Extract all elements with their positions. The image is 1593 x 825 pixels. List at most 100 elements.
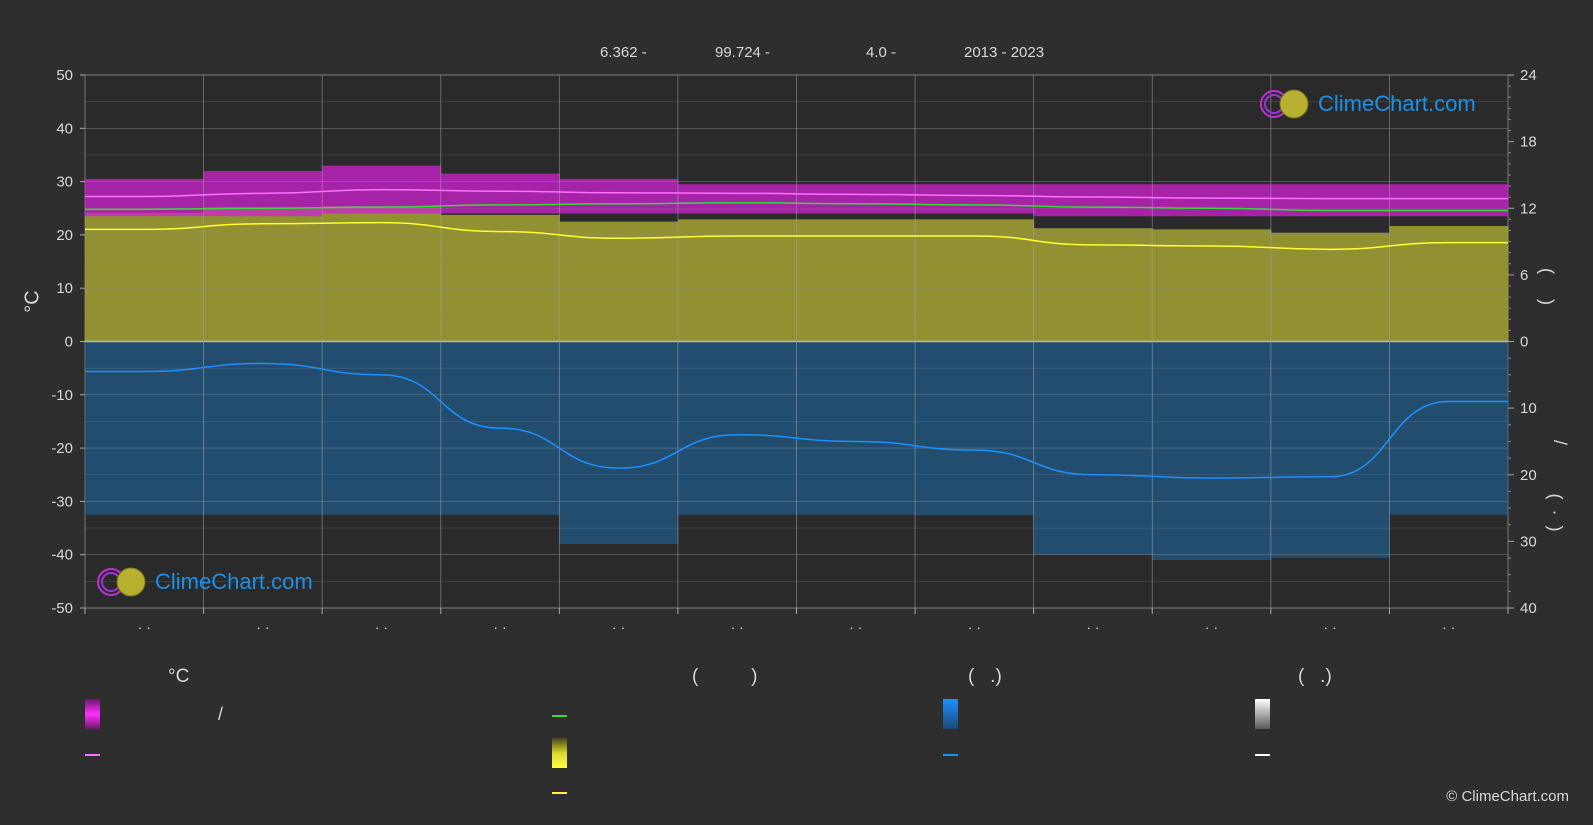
rain-bar [915,341,1035,516]
sunshine-bar [1270,232,1390,342]
sunshine-bar [1033,228,1153,342]
series-lines [85,188,1508,479]
legend-daylight-line [552,715,567,717]
legend-rain-swatch [943,699,958,729]
legend-snow-line [1255,754,1270,756]
right-tick-label: 24 [1520,67,1537,84]
copyright: © ClimeChart.com [1446,788,1569,805]
elevation-label: 4.0 - [866,44,897,61]
right-tick-label: 30 [1520,533,1537,550]
legend-rain-heading: ( .) [968,666,1002,687]
right-tick-label: 12 [1520,200,1537,217]
right-tick-label: 18 [1520,134,1537,151]
legend-temp-slash: / [218,704,224,724]
sunshine-bar [203,207,323,342]
month-label: · · [849,619,862,635]
latitude-label: 6.362 - [600,44,647,61]
right-tick-label: 40 [1520,600,1537,617]
left-tick-label: -40 [51,547,73,564]
temp-range-bar [440,173,560,214]
temp-range-bar [1389,184,1509,217]
left-tick-label: -10 [51,387,73,404]
rain-bar [796,341,916,515]
logo-text: ClimeChart.com [1318,91,1476,116]
years-label: 2013 - 2023 [964,44,1045,61]
temp-range-bar [796,184,916,214]
legend-sunshine-line [552,792,567,794]
temp-range-bar [1152,184,1272,217]
sunshine-bar [796,219,916,342]
right-axis-title-upper: ( ) [1537,268,1557,305]
right-tick-label: 20 [1520,467,1537,484]
month-label: · · [256,619,269,635]
rain-bar [559,341,679,545]
temp-range-bar [85,178,205,217]
sunshine-bar [915,219,1035,342]
month-label: · · [138,619,151,635]
daylight-line [85,201,1508,212]
sunshine-bar [440,214,560,342]
month-label: · · [968,619,981,635]
rain-bar [85,341,205,515]
grid-lines [85,74,1508,609]
legend-temp-mean-line [85,754,100,756]
legend-sun-heading: ( ) [692,666,758,687]
temp-range-bar [559,178,679,214]
left-tick-label: 40 [56,120,73,137]
temp-range-bar [915,184,1035,214]
left-tick-label: 0 [65,334,73,351]
legend-temp-heading: °C [168,666,190,687]
climechart-logo-icon [1260,89,1309,119]
left-tick-label: 20 [56,227,73,244]
temp-range-bar [1270,184,1390,217]
sunshine-bar [1152,229,1272,342]
rain-bar [677,341,797,515]
legend-snow-heading: ( .) [1298,666,1332,687]
month-label: · · [375,619,388,635]
legend-temp-range-swatch [85,699,100,729]
sunshine-bar [677,219,797,342]
climechart-logo-icon [97,567,146,597]
axis-ticks: 50 40 30 20 10 0 -10 -20 -30 -40 -50 24 18 12 6 0 10 20 30… [51,67,1536,635]
sunshine-bar [1389,226,1509,342]
rain-bar [1270,341,1390,558]
logo-bottom-left[interactable]: ClimeChart.com [95,565,313,599]
left-tick-label: -50 [51,600,73,617]
rain-bar [203,341,323,515]
left-tick-label: -20 [51,440,73,457]
sunshine-bar [322,206,442,342]
legend-rain-line [943,754,958,756]
month-label: · · [1442,619,1455,635]
right-axis-slash: / [1550,439,1571,446]
temp-mean-line [85,188,1508,200]
month-label: · · [1324,619,1337,635]
rain-bar [322,341,442,515]
rain-bar [1152,341,1272,561]
right-tick-label: 10 [1520,400,1537,417]
month-label: · · [493,619,506,635]
month-label: · · [612,619,625,635]
longitude-label: 99.724 - [715,44,771,61]
sunshine-bar [85,212,205,342]
logo-text: ClimeChart.com [155,569,313,594]
precipitation-line [85,362,1508,479]
data-bands [85,165,1509,561]
rain-bar [1389,341,1509,515]
right-tick-label: 0 [1520,334,1528,351]
right-tick-label: 6 [1520,267,1528,284]
sunshine-bar [559,221,679,342]
temp-range-bar [677,184,797,214]
left-axis-title: °C [21,290,44,313]
left-tick-label: 50 [56,67,73,84]
right-axis-title-lower: ( · ) [1545,493,1566,532]
left-tick-label: 30 [56,174,73,191]
month-label: · · [731,619,744,635]
temp-range-bar [1033,184,1153,217]
month-label: · · [1086,619,1099,635]
left-tick-label: 10 [56,280,73,297]
month-label: · · [1205,619,1218,635]
logo-top-right[interactable]: ClimeChart.com [1258,87,1476,121]
legend-snow-swatch [1255,699,1270,729]
left-tick-label: -30 [51,493,73,510]
